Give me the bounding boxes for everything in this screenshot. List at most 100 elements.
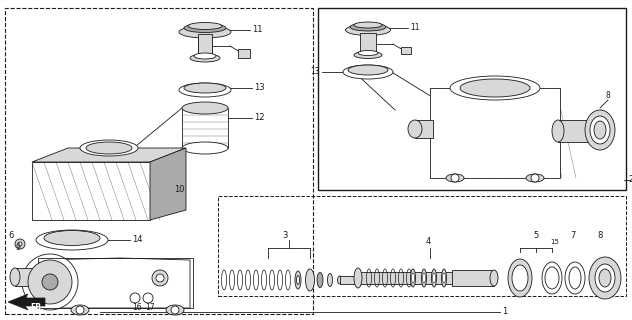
Ellipse shape (595, 264, 615, 292)
Ellipse shape (305, 269, 315, 291)
Circle shape (42, 274, 58, 290)
Text: 3: 3 (283, 230, 288, 239)
Bar (32, 162, 150, 220)
Ellipse shape (590, 116, 610, 144)
Text: 7: 7 (570, 230, 576, 239)
Ellipse shape (190, 54, 220, 62)
Ellipse shape (358, 51, 378, 55)
Text: 15: 15 (550, 239, 559, 245)
Bar (558, 120, 588, 142)
Ellipse shape (408, 120, 422, 138)
Ellipse shape (182, 142, 228, 154)
Ellipse shape (295, 271, 301, 289)
Text: 13: 13 (254, 84, 265, 92)
Ellipse shape (569, 267, 581, 289)
Ellipse shape (337, 276, 343, 284)
Ellipse shape (411, 269, 415, 287)
Bar (358, 272, 478, 284)
Circle shape (28, 260, 72, 304)
Ellipse shape (184, 23, 226, 33)
Ellipse shape (194, 53, 216, 59)
Ellipse shape (80, 140, 138, 156)
Ellipse shape (589, 257, 621, 299)
Bar (318, 8, 626, 190)
Ellipse shape (422, 269, 427, 287)
Text: 11: 11 (410, 23, 420, 33)
Ellipse shape (71, 305, 89, 315)
Ellipse shape (296, 276, 300, 284)
Ellipse shape (423, 273, 425, 283)
Text: 4: 4 (426, 237, 431, 246)
Circle shape (76, 306, 84, 314)
Bar (5, 8, 313, 314)
Ellipse shape (552, 120, 564, 142)
Bar (15, 268, 40, 286)
Ellipse shape (526, 174, 544, 182)
Ellipse shape (354, 52, 382, 59)
Ellipse shape (508, 259, 532, 297)
Circle shape (15, 239, 25, 249)
Circle shape (22, 254, 78, 310)
Ellipse shape (346, 25, 391, 36)
Bar (430, 88, 560, 178)
Ellipse shape (432, 269, 437, 287)
Bar (415, 120, 433, 138)
Text: 6: 6 (8, 230, 13, 239)
Ellipse shape (343, 65, 393, 79)
Polygon shape (150, 148, 186, 220)
Polygon shape (8, 294, 45, 310)
Bar (360, 33, 376, 53)
Text: 17: 17 (145, 303, 155, 313)
Text: 1: 1 (502, 308, 507, 316)
Ellipse shape (565, 262, 585, 294)
Ellipse shape (446, 174, 464, 182)
Ellipse shape (327, 274, 332, 286)
Ellipse shape (188, 22, 222, 29)
Ellipse shape (442, 273, 446, 283)
Text: 13: 13 (310, 68, 320, 76)
Text: 14: 14 (132, 236, 142, 244)
Ellipse shape (585, 110, 615, 150)
Ellipse shape (179, 83, 231, 97)
Text: 11: 11 (252, 26, 262, 35)
Text: FR.: FR. (30, 302, 44, 311)
Bar (182, 108, 228, 148)
Ellipse shape (166, 305, 184, 315)
Circle shape (171, 306, 179, 314)
Bar (198, 34, 212, 56)
Ellipse shape (354, 268, 362, 288)
Ellipse shape (442, 269, 446, 287)
Ellipse shape (184, 83, 226, 93)
Circle shape (130, 293, 140, 303)
Circle shape (531, 174, 539, 182)
Circle shape (156, 274, 164, 282)
Polygon shape (38, 258, 190, 308)
Ellipse shape (354, 22, 382, 28)
Text: 8: 8 (597, 230, 603, 239)
Polygon shape (32, 148, 186, 162)
Circle shape (451, 174, 459, 182)
Ellipse shape (86, 142, 132, 154)
Ellipse shape (179, 26, 231, 38)
Ellipse shape (182, 102, 228, 114)
Ellipse shape (490, 270, 498, 286)
Ellipse shape (36, 230, 108, 250)
Circle shape (152, 270, 168, 286)
Bar (401, 47, 411, 54)
Circle shape (143, 293, 153, 303)
Ellipse shape (599, 269, 611, 287)
Ellipse shape (545, 267, 559, 289)
Ellipse shape (432, 273, 435, 283)
Text: 10: 10 (174, 186, 185, 195)
Ellipse shape (350, 23, 386, 31)
Bar (238, 49, 250, 58)
Text: 5: 5 (533, 230, 538, 239)
Ellipse shape (594, 121, 606, 139)
Ellipse shape (348, 65, 388, 75)
Bar (340, 276, 355, 284)
Ellipse shape (10, 268, 20, 286)
Bar (452, 270, 494, 286)
Text: 2: 2 (628, 175, 632, 185)
Ellipse shape (512, 265, 528, 291)
Circle shape (18, 242, 22, 246)
